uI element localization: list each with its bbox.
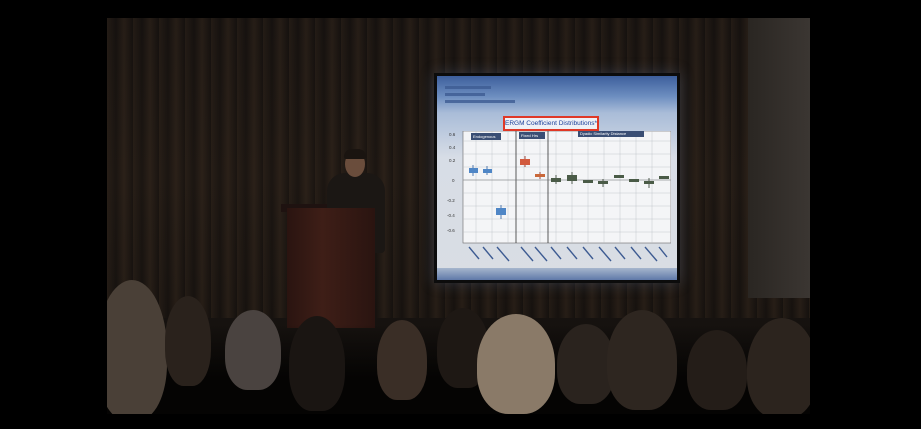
slide-title: ERGM Coefficient Distributions*	[503, 116, 599, 131]
group-label-box	[578, 131, 644, 137]
coef-box	[520, 159, 530, 165]
slide-header-line	[445, 86, 491, 89]
audience-head	[557, 324, 615, 404]
audience-head	[165, 296, 211, 386]
y-tick-label: 0.4	[449, 145, 456, 150]
coef-box	[629, 179, 639, 182]
group-label: Endogenous	[473, 134, 495, 139]
audience-head	[747, 318, 810, 414]
y-tick-label: 0.2	[449, 158, 456, 163]
coef-box	[583, 180, 593, 183]
coef-box	[496, 208, 506, 215]
audience-head	[377, 320, 427, 400]
coefficient-chart: 0.6 0.4 0.2 0 -0.2 -0.4 -0.6 Endogenous …	[447, 131, 671, 262]
lectern	[287, 208, 375, 328]
y-tick-label: -0.4	[447, 213, 455, 218]
audience-head	[687, 330, 747, 410]
coef-box	[614, 175, 624, 178]
x-tick-labels-blurred	[468, 246, 668, 262]
screen-bottom-band	[437, 268, 677, 280]
coef-box	[567, 175, 577, 181]
coef-box	[598, 181, 608, 184]
y-tick-label: -0.2	[447, 198, 455, 203]
group-label: Fixed Hrs	[521, 133, 538, 138]
coef-box	[551, 178, 561, 182]
slide-header-line	[445, 100, 515, 103]
y-tick-label: 0.6	[449, 132, 456, 137]
speaker-hair	[344, 149, 366, 159]
coef-box	[469, 168, 478, 173]
y-tick-label: 0	[452, 178, 455, 183]
y-tick-label: -0.6	[447, 228, 455, 233]
plot-area	[462, 131, 671, 244]
group-label-box	[519, 132, 545, 139]
audience-head	[477, 314, 555, 414]
slide-header-line	[445, 93, 485, 96]
coef-box	[535, 174, 545, 177]
coefficient-boxes	[469, 156, 669, 219]
grid	[463, 131, 671, 243]
coef-box	[644, 181, 654, 184]
coef-box	[659, 176, 669, 179]
side-wall	[748, 18, 810, 298]
audience-head	[289, 316, 345, 411]
group-label-box	[471, 133, 501, 140]
photo-frame: ERGM Coefficient Distributions* 0.6 0.	[107, 18, 810, 414]
projection-screen: ERGM Coefficient Distributions* 0.6 0.	[434, 73, 680, 283]
coef-box	[483, 169, 492, 173]
audience-head	[225, 310, 281, 390]
audience-head	[607, 310, 677, 410]
audience-head	[107, 280, 167, 414]
group-label: Dyadic Similarity Distance	[580, 131, 627, 136]
